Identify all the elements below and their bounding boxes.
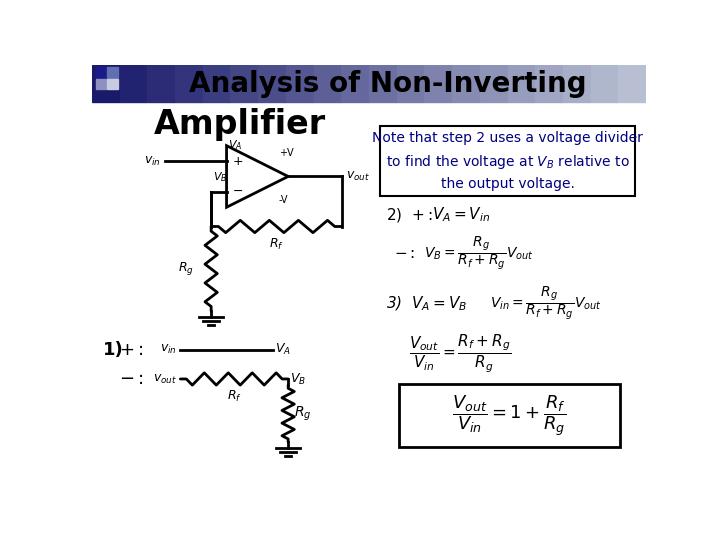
Bar	[258, 65, 286, 102]
Bar	[203, 65, 230, 102]
Text: 3)  $V_A = V_B$: 3) $V_A = V_B$	[386, 294, 467, 313]
Bar	[425, 65, 452, 102]
FancyBboxPatch shape	[379, 126, 636, 197]
Bar	[618, 65, 647, 102]
Text: $v_{in}$: $v_{in}$	[160, 343, 176, 356]
Text: Amplifier: Amplifier	[153, 109, 325, 141]
Text: $-:$: $-:$	[394, 246, 415, 261]
Text: $R_f$: $R_f$	[269, 237, 284, 252]
Text: $R_g$: $R_g$	[294, 404, 312, 423]
Bar	[148, 65, 175, 102]
Bar	[286, 65, 313, 102]
Text: $-:$: $-:$	[119, 370, 143, 388]
Text: $\dfrac{V_{out}}{V_{in}} = 1 + \dfrac{R_f}{R_g}$: $\dfrac{V_{out}}{V_{in}} = 1 + \dfrac{R_…	[452, 393, 567, 437]
Text: $+:$: $+:$	[119, 341, 143, 359]
Bar	[397, 65, 425, 102]
Bar	[535, 65, 563, 102]
Bar	[508, 65, 536, 102]
Text: $v_{in}$: $v_{in}$	[144, 154, 161, 167]
Bar	[341, 65, 369, 102]
Bar	[175, 65, 203, 102]
Bar	[96, 79, 107, 90]
Text: $v_{out}$: $v_{out}$	[153, 373, 176, 386]
Text: −: −	[233, 185, 243, 198]
Bar	[590, 65, 618, 102]
Text: $V_B = \dfrac{R_g}{R_f + R_g} V_{out}$: $V_B = \dfrac{R_g}{R_f + R_g} V_{out}$	[425, 235, 534, 272]
Text: $R_g$: $R_g$	[179, 260, 194, 278]
FancyBboxPatch shape	[399, 383, 620, 447]
Bar	[314, 65, 341, 102]
Text: +V: +V	[279, 148, 294, 158]
Text: Note that step 2 uses a voltage divider
to find the voltage at $V_B$ relative to: Note that step 2 uses a voltage divider …	[372, 131, 643, 191]
Bar	[452, 65, 480, 102]
Text: 1): 1)	[104, 341, 124, 359]
Bar	[230, 65, 258, 102]
Text: $V_B$: $V_B$	[290, 372, 307, 387]
Bar	[92, 65, 120, 102]
Bar	[563, 65, 590, 102]
Text: $V_B$: $V_B$	[212, 170, 227, 184]
Text: $V_A = V_{in}$: $V_A = V_{in}$	[432, 206, 490, 224]
Bar	[96, 67, 107, 78]
Text: Analysis of Non-Inverting: Analysis of Non-Inverting	[189, 70, 587, 98]
Bar	[107, 67, 118, 78]
Bar	[107, 79, 118, 90]
Text: $v_{out}$: $v_{out}$	[346, 170, 370, 183]
Text: 2)  $+:$: 2) $+:$	[386, 206, 433, 224]
Bar	[480, 65, 508, 102]
Text: $R_f$: $R_f$	[227, 389, 242, 404]
Text: $V_A$: $V_A$	[228, 138, 243, 152]
Bar	[120, 65, 148, 102]
Text: +: +	[233, 154, 243, 167]
Bar	[369, 65, 397, 102]
Text: $V_{in} = \dfrac{R_g}{R_f + R_g} V_{out}$: $V_{in} = \dfrac{R_g}{R_f + R_g} V_{out}…	[490, 285, 602, 322]
Text: $\dfrac{V_{out}}{V_{in}} = \dfrac{R_f + R_g}{R_g}$: $\dfrac{V_{out}}{V_{in}} = \dfrac{R_f + …	[409, 333, 511, 375]
Text: $V_A$: $V_A$	[275, 342, 291, 357]
Text: -V: -V	[279, 194, 289, 205]
